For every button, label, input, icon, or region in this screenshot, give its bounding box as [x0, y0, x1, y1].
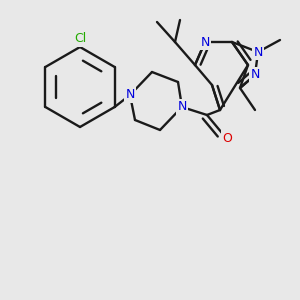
Text: O: O: [222, 131, 232, 145]
Text: N: N: [253, 46, 263, 59]
Text: N: N: [125, 88, 135, 101]
Text: N: N: [250, 68, 260, 82]
Text: N: N: [177, 100, 187, 113]
Text: Cl: Cl: [74, 32, 86, 46]
Text: N: N: [200, 35, 210, 49]
